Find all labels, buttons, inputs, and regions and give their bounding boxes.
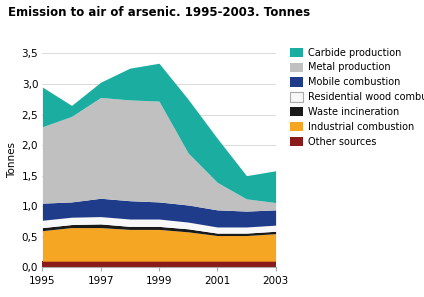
Text: Emission to air of arsenic. 1995-2003. Tonnes: Emission to air of arsenic. 1995-2003. T… [8, 6, 311, 19]
Legend: Carbide production, Metal production, Mobile combustion, Residential wood combus: Carbide production, Metal production, Mo… [290, 48, 424, 147]
Y-axis label: Tonnes: Tonnes [8, 142, 17, 178]
